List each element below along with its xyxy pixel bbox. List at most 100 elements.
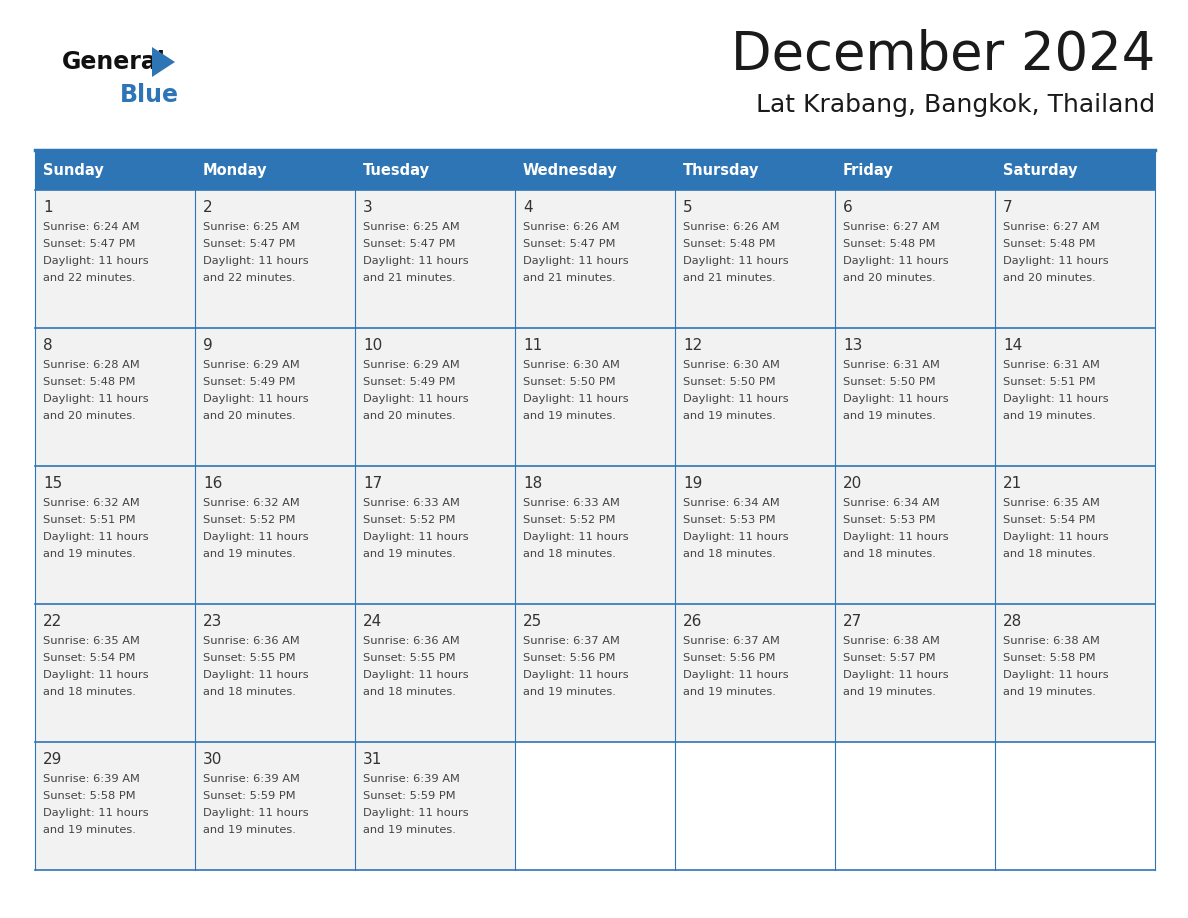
Bar bbox=[996, 190, 1155, 328]
Text: and 20 minutes.: and 20 minutes. bbox=[43, 411, 135, 421]
Text: Daylight: 11 hours: Daylight: 11 hours bbox=[523, 256, 628, 266]
Text: Daylight: 11 hours: Daylight: 11 hours bbox=[43, 808, 148, 818]
Bar bbox=[34, 466, 195, 604]
Text: Sunset: 5:47 PM: Sunset: 5:47 PM bbox=[364, 239, 455, 249]
Text: Sunrise: 6:37 AM: Sunrise: 6:37 AM bbox=[523, 636, 620, 646]
Text: Sunset: 5:52 PM: Sunset: 5:52 PM bbox=[523, 515, 615, 525]
Bar bbox=[996, 604, 1155, 742]
Text: 15: 15 bbox=[43, 476, 62, 491]
Bar bbox=[996, 466, 1155, 604]
Text: 28: 28 bbox=[1003, 614, 1022, 629]
Text: and 19 minutes.: and 19 minutes. bbox=[43, 825, 135, 835]
Polygon shape bbox=[152, 47, 175, 77]
Bar bbox=[996, 150, 1155, 190]
Bar bbox=[996, 742, 1155, 870]
Text: Wednesday: Wednesday bbox=[523, 162, 618, 177]
Text: Sunday: Sunday bbox=[43, 162, 103, 177]
Text: and 22 minutes.: and 22 minutes. bbox=[203, 273, 296, 283]
Text: Sunset: 5:47 PM: Sunset: 5:47 PM bbox=[523, 239, 615, 249]
Text: and 19 minutes.: and 19 minutes. bbox=[683, 411, 776, 421]
Bar bbox=[835, 190, 996, 328]
Bar bbox=[835, 150, 996, 190]
Text: Daylight: 11 hours: Daylight: 11 hours bbox=[364, 394, 468, 404]
Text: Daylight: 11 hours: Daylight: 11 hours bbox=[203, 808, 309, 818]
Text: and 19 minutes.: and 19 minutes. bbox=[843, 411, 936, 421]
Text: Sunrise: 6:34 AM: Sunrise: 6:34 AM bbox=[843, 498, 940, 508]
Text: 8: 8 bbox=[43, 338, 52, 353]
Text: Daylight: 11 hours: Daylight: 11 hours bbox=[523, 532, 628, 542]
Text: Sunrise: 6:32 AM: Sunrise: 6:32 AM bbox=[203, 498, 299, 508]
Text: Sunrise: 6:25 AM: Sunrise: 6:25 AM bbox=[203, 222, 299, 232]
Text: Sunrise: 6:31 AM: Sunrise: 6:31 AM bbox=[843, 360, 940, 370]
Text: 10: 10 bbox=[364, 338, 383, 353]
Text: 20: 20 bbox=[843, 476, 862, 491]
Text: Sunrise: 6:36 AM: Sunrise: 6:36 AM bbox=[364, 636, 460, 646]
Bar bbox=[675, 150, 835, 190]
Text: Daylight: 11 hours: Daylight: 11 hours bbox=[43, 256, 148, 266]
Text: Sunrise: 6:30 AM: Sunrise: 6:30 AM bbox=[683, 360, 779, 370]
Text: Sunset: 5:56 PM: Sunset: 5:56 PM bbox=[683, 653, 776, 663]
Text: Sunset: 5:48 PM: Sunset: 5:48 PM bbox=[683, 239, 776, 249]
Text: Sunset: 5:50 PM: Sunset: 5:50 PM bbox=[683, 377, 776, 387]
Text: Sunset: 5:50 PM: Sunset: 5:50 PM bbox=[843, 377, 936, 387]
Text: and 20 minutes.: and 20 minutes. bbox=[203, 411, 296, 421]
Bar bbox=[195, 604, 355, 742]
Text: and 19 minutes.: and 19 minutes. bbox=[523, 411, 615, 421]
Bar bbox=[34, 742, 195, 870]
Text: and 20 minutes.: and 20 minutes. bbox=[1003, 273, 1095, 283]
Text: Sunrise: 6:26 AM: Sunrise: 6:26 AM bbox=[683, 222, 779, 232]
Text: Daylight: 11 hours: Daylight: 11 hours bbox=[364, 808, 468, 818]
Text: Sunset: 5:47 PM: Sunset: 5:47 PM bbox=[43, 239, 135, 249]
Text: Daylight: 11 hours: Daylight: 11 hours bbox=[203, 670, 309, 680]
Text: Sunset: 5:57 PM: Sunset: 5:57 PM bbox=[843, 653, 936, 663]
Text: Lat Krabang, Bangkok, Thailand: Lat Krabang, Bangkok, Thailand bbox=[756, 93, 1155, 117]
Text: and 20 minutes.: and 20 minutes. bbox=[843, 273, 936, 283]
Bar bbox=[34, 328, 195, 466]
Bar bbox=[355, 150, 516, 190]
Text: 16: 16 bbox=[203, 476, 222, 491]
Text: Sunrise: 6:26 AM: Sunrise: 6:26 AM bbox=[523, 222, 620, 232]
Text: and 21 minutes.: and 21 minutes. bbox=[523, 273, 615, 283]
Text: Daylight: 11 hours: Daylight: 11 hours bbox=[523, 670, 628, 680]
Text: Sunset: 5:50 PM: Sunset: 5:50 PM bbox=[523, 377, 615, 387]
Text: Sunset: 5:58 PM: Sunset: 5:58 PM bbox=[1003, 653, 1095, 663]
Text: December 2024: December 2024 bbox=[731, 29, 1155, 81]
Text: and 19 minutes.: and 19 minutes. bbox=[523, 687, 615, 697]
Text: Monday: Monday bbox=[203, 162, 267, 177]
Text: Daylight: 11 hours: Daylight: 11 hours bbox=[1003, 394, 1108, 404]
Text: Sunset: 5:48 PM: Sunset: 5:48 PM bbox=[843, 239, 935, 249]
Text: General: General bbox=[62, 50, 166, 74]
Bar bbox=[34, 190, 195, 328]
Text: Sunrise: 6:25 AM: Sunrise: 6:25 AM bbox=[364, 222, 460, 232]
Text: Sunset: 5:54 PM: Sunset: 5:54 PM bbox=[1003, 515, 1095, 525]
Text: 13: 13 bbox=[843, 338, 862, 353]
Text: 11: 11 bbox=[523, 338, 542, 353]
Bar bbox=[675, 604, 835, 742]
Text: Sunrise: 6:33 AM: Sunrise: 6:33 AM bbox=[523, 498, 620, 508]
Text: Sunrise: 6:29 AM: Sunrise: 6:29 AM bbox=[364, 360, 460, 370]
Text: Sunrise: 6:32 AM: Sunrise: 6:32 AM bbox=[43, 498, 140, 508]
Bar bbox=[996, 328, 1155, 466]
Bar bbox=[355, 466, 516, 604]
Text: Daylight: 11 hours: Daylight: 11 hours bbox=[523, 394, 628, 404]
Text: 31: 31 bbox=[364, 752, 383, 767]
Text: Daylight: 11 hours: Daylight: 11 hours bbox=[843, 670, 949, 680]
Bar bbox=[195, 150, 355, 190]
Text: and 19 minutes.: and 19 minutes. bbox=[364, 825, 456, 835]
Bar bbox=[516, 604, 675, 742]
Text: and 19 minutes.: and 19 minutes. bbox=[1003, 687, 1095, 697]
Bar bbox=[516, 328, 675, 466]
Text: and 19 minutes.: and 19 minutes. bbox=[203, 825, 296, 835]
Text: Daylight: 11 hours: Daylight: 11 hours bbox=[683, 532, 789, 542]
Bar bbox=[835, 604, 996, 742]
Text: Daylight: 11 hours: Daylight: 11 hours bbox=[43, 532, 148, 542]
Text: 1: 1 bbox=[43, 200, 52, 215]
Bar bbox=[675, 742, 835, 870]
Bar bbox=[835, 328, 996, 466]
Text: and 21 minutes.: and 21 minutes. bbox=[364, 273, 456, 283]
Text: and 19 minutes.: and 19 minutes. bbox=[683, 687, 776, 697]
Text: Sunrise: 6:27 AM: Sunrise: 6:27 AM bbox=[1003, 222, 1100, 232]
Text: Sunrise: 6:39 AM: Sunrise: 6:39 AM bbox=[203, 774, 299, 784]
Text: and 19 minutes.: and 19 minutes. bbox=[364, 549, 456, 559]
Text: Daylight: 11 hours: Daylight: 11 hours bbox=[364, 256, 468, 266]
